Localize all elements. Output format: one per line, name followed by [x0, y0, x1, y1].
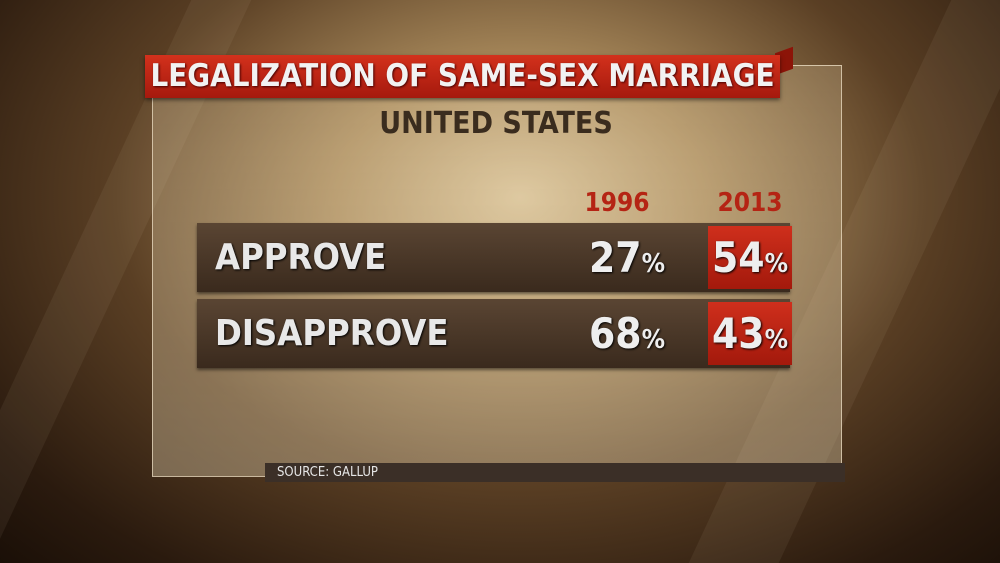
value-2013: 54%: [708, 226, 792, 289]
value-1996: 27%: [567, 223, 687, 299]
row-label: DISAPPROVE: [215, 313, 449, 354]
column-header-2013: 2013: [717, 188, 783, 218]
value-1996: 68%: [567, 299, 687, 375]
value-number: 68: [588, 309, 642, 358]
unit: %: [641, 325, 666, 355]
unit: %: [641, 249, 666, 279]
table-row-disapprove: DISAPPROVE 68% 43%: [197, 299, 792, 368]
value-number: 27: [588, 233, 642, 282]
chart-title: LEGALIZATION OF SAME-SEX MARRIAGE: [145, 55, 780, 98]
unit: %: [764, 249, 789, 279]
row-label: APPROVE: [215, 237, 387, 278]
unit: %: [764, 325, 789, 355]
chart-subtitle: UNITED STATES: [379, 106, 613, 141]
table-row-approve: APPROVE 27% 54%: [197, 223, 792, 292]
value-number: 54: [711, 233, 765, 282]
value-number: 43: [711, 309, 765, 358]
source-caption: SOURCE: GALLUP: [265, 463, 845, 482]
value-2013: 43%: [708, 302, 792, 365]
column-header-1996: 1996: [584, 188, 650, 218]
